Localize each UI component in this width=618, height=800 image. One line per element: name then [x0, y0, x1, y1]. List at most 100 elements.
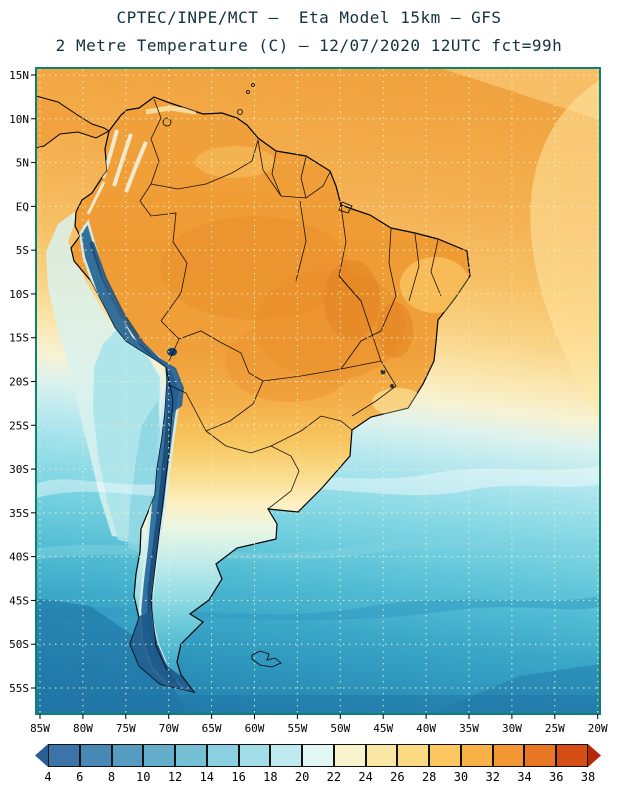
colorbar-segment [35, 744, 48, 767]
colorbar-tick-value: 32 [485, 770, 500, 784]
lon-label: 85W [30, 722, 50, 735]
falkland-islands [251, 650, 282, 668]
colorbar-segment [175, 744, 207, 767]
colorbar-segment [111, 744, 144, 767]
lat-label: 10S [9, 288, 29, 301]
antilles-islet-1 [246, 90, 250, 94]
lon-label: 70W [159, 722, 179, 735]
colorbar-segment [588, 744, 602, 767]
cold-strip-bottom [37, 695, 599, 713]
lon-label: 50W [330, 722, 350, 735]
temperature-map: 15N 10N 5N EQ 5S 10S 15S 20S 25S 30S 35S 40S 45S 50S 5… [9, 67, 608, 735]
colorbar-tick-value: 34 [517, 770, 532, 784]
venezuela-coastal-range [145, 105, 197, 115]
colorbar-segment [397, 744, 430, 767]
lat-label: 5S [16, 244, 29, 257]
lat-label: 20S [9, 375, 29, 388]
lake-titicaca [167, 348, 177, 356]
cold-patch-southwest [37, 598, 186, 713]
colorbar-tick-value: 26 [390, 770, 405, 784]
lat-label: 15N [9, 69, 29, 82]
colorbar-tick-value: 14 [199, 770, 215, 784]
colorbar-segment [238, 744, 271, 767]
colorbar-tick-value: 30 [453, 770, 469, 784]
colorbar-tick-value: 24 [358, 770, 373, 784]
colorbar-segment [48, 744, 80, 767]
ecuador-andes [86, 181, 106, 215]
colorbar-segment [302, 744, 334, 767]
colombia-cordillera-east [124, 141, 148, 193]
colorbar-labels: 4 6 8 10 12 14 16 18 20 22 24 26 28 30 32 34 36 38 [35, 770, 601, 786]
land-temperature-details [78, 98, 470, 692]
temperature-field [37, 69, 599, 713]
colorbar-segment [79, 744, 112, 767]
highland-speck-1 [380, 369, 386, 375]
grid-lines [37, 69, 599, 713]
highland-speck-2 [390, 384, 394, 388]
lat-label: 55S [9, 682, 29, 695]
lon-label: 45W [373, 722, 393, 735]
lake-maracaibo [162, 117, 172, 127]
mato-grosso-warm-patch [225, 322, 355, 402]
lon-label: 30W [502, 722, 522, 735]
colorbar-segment [460, 744, 493, 767]
panama-isthmus [37, 95, 111, 149]
colorbar-segment [206, 744, 239, 767]
axis-labels: 15N 10N 5N EQ 5S 10S 15S 20S 25S 30S 35S 40S 45S 50S 5… [9, 69, 608, 735]
colorbar-segment [556, 744, 589, 767]
colorbar-segment [270, 744, 303, 767]
warm-patch-northeast [443, 69, 599, 120]
cold-current-coastal [128, 400, 160, 552]
cold-patch-southeast [432, 664, 599, 713]
lat-label: 10N [9, 113, 29, 126]
colorbar-segment [365, 744, 398, 767]
lat-label: 15S [9, 332, 29, 345]
map-title-line2: 2 Metre Temperature (C) – 12/07/2020 12U… [55, 36, 563, 55]
lon-label: 20W [588, 722, 608, 735]
colorbar-tick-value: 12 [167, 770, 183, 784]
colorbar-tick-value: 38 [580, 770, 596, 784]
colorbar-tick-value: 4 [44, 770, 52, 784]
lon-label: 55W [287, 722, 307, 735]
lat-label: 50S [9, 638, 29, 651]
hot-spot-2 [377, 302, 413, 358]
lon-label: 35W [459, 722, 479, 735]
colorbar-tick-value: 18 [263, 770, 278, 784]
map-title-line1: CPTEC/INPE/MCT – Eta Model 15km – GFS [116, 8, 502, 27]
lon-label: 60W [245, 722, 265, 735]
political-borders [139, 98, 442, 671]
guiana-highlands-patch [195, 146, 275, 178]
colorbar-tick-value: 10 [136, 770, 151, 784]
lat-label: 35S [9, 507, 29, 520]
lon-label: 40W [416, 722, 436, 735]
colorbar-segment [333, 744, 366, 767]
lat-label: 40S [9, 551, 29, 564]
colorbar-segment [429, 744, 461, 767]
colorbar-segment [492, 744, 525, 767]
lat-label: 5N [16, 157, 29, 170]
colorbar-segment [524, 744, 557, 767]
south-chile-cold-patch [130, 612, 194, 692]
lat-label: 45S [9, 594, 29, 607]
lon-label: 65W [202, 722, 222, 735]
colorbar-tick-value: 8 [107, 770, 116, 784]
colorbar-tick-value: 36 [549, 770, 564, 784]
antilles-islet-2 [251, 83, 255, 87]
colorbar [35, 744, 602, 767]
lon-label: 75W [116, 722, 136, 735]
colorbar-tick-value: 6 [76, 770, 84, 784]
colombia-cordillera-central [112, 133, 133, 187]
trinidad-island [237, 109, 243, 115]
lat-label: 30S [9, 463, 29, 476]
hot-spot-1 [324, 260, 380, 340]
warm-patch-east-atlantic [530, 80, 599, 419]
map-frame [35, 67, 601, 715]
colorbar-tick-value: 20 [294, 770, 310, 784]
lat-label: EQ [16, 200, 29, 213]
lon-label: 80W [73, 722, 93, 735]
colorbar-segment [143, 744, 176, 767]
colorbar-tick-value: 22 [326, 770, 342, 784]
lat-label: 25S [9, 419, 29, 432]
lon-label: 25W [545, 722, 565, 735]
